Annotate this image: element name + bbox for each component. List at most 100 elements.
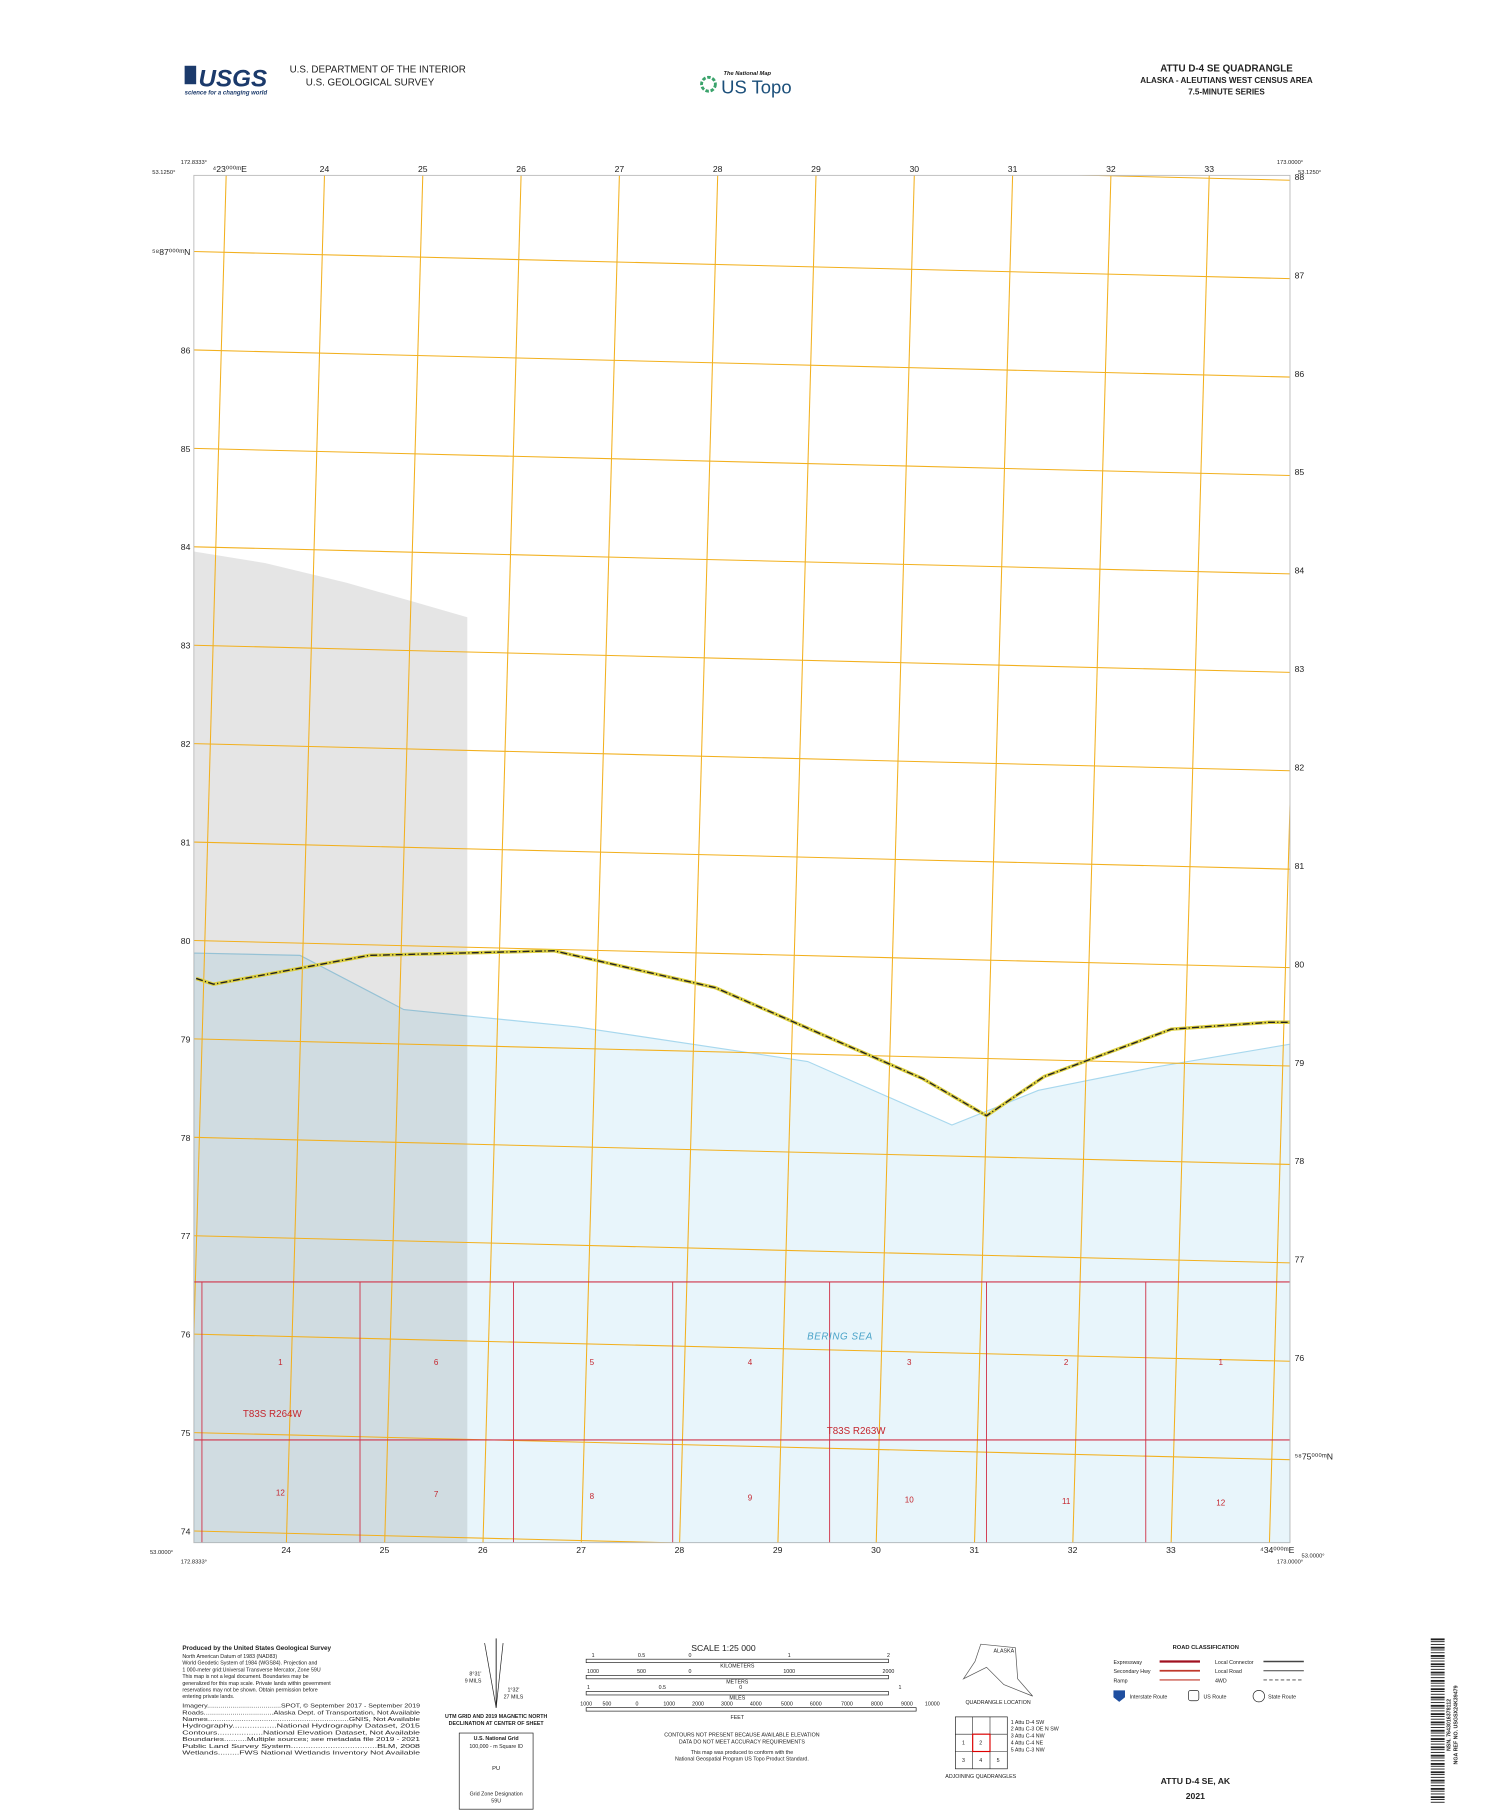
note-line: World Geodetic System of 1984 (WGS84). P… <box>182 1661 317 1667</box>
section-number: 12 <box>1216 1499 1225 1508</box>
barcode-bar <box>1430 1704 1445 1707</box>
barcode-bar <box>1430 1702 1445 1704</box>
barcode-bar <box>1430 1724 1445 1726</box>
easting-line <box>974 175 1014 1543</box>
note-line: generalized for this map scale. Private … <box>182 1681 331 1687</box>
scale-tick: 0.5 <box>659 1685 666 1691</box>
barcode-bar <box>1430 1746 1445 1749</box>
scale-tick: 0 <box>689 1653 692 1659</box>
section-number: 6 <box>434 1358 439 1367</box>
source-line: Hydrography..................National Hy… <box>182 1724 420 1730</box>
northing-label: 77 <box>1295 1255 1305 1265</box>
northing-label: 76 <box>181 1330 191 1340</box>
barcode-bar <box>1430 1663 1445 1666</box>
water-name: BERING SEA <box>807 1332 873 1343</box>
km-scale-bar <box>585 1658 889 1664</box>
plss-lines <box>193 1281 1290 1543</box>
section-number: 3 <box>907 1358 912 1367</box>
easting-label: ⁴23⁰⁰⁰ᵐE <box>212 164 247 174</box>
scale-tick: 0 <box>635 1701 638 1707</box>
usng-box <box>458 1732 534 1810</box>
northing-label: 85 <box>181 444 191 454</box>
usgs-logo: USGS <box>198 66 267 93</box>
scale-tick: 4000 <box>750 1701 762 1707</box>
census-area: ALASKA - ALEUTIANS WEST CENSUS AREA <box>1140 76 1313 85</box>
northing-line <box>193 1235 1290 1264</box>
adjoining-cell: 3 <box>962 1758 965 1764</box>
department: U.S. DEPARTMENT OF THE INTERIOR <box>290 65 466 76</box>
scale-tick: 1 <box>899 1685 902 1691</box>
utm-grid <box>193 175 1290 1543</box>
barcode-bar <box>1430 1782 1445 1784</box>
location-caption: QUADRANGLE LOCATION <box>965 1700 1030 1706</box>
barcode-bar <box>1430 1713 1445 1716</box>
township-label: T83S R264W <box>243 1409 303 1420</box>
barcode-bar <box>1430 1771 1445 1774</box>
scale-tick: 500 <box>603 1701 612 1707</box>
northing-label: 82 <box>1295 763 1305 773</box>
adjoining-cell: 2 <box>979 1741 982 1747</box>
barcode-bar <box>1430 1710 1445 1712</box>
easting-line <box>285 175 325 1543</box>
scale-tick: 1000 <box>783 1669 795 1675</box>
easting-label: 27 <box>615 164 625 174</box>
scale-tick: 9000 <box>901 1701 913 1707</box>
source-line: Boundaries..........Multiple sources; se… <box>182 1737 420 1743</box>
barcode-bar <box>1430 1787 1445 1790</box>
standard-note: National Geospatial Program US Topo Prod… <box>675 1757 809 1763</box>
barcode-bar <box>1430 1785 1445 1787</box>
northing-line <box>193 1432 1290 1461</box>
barcode-bar <box>1430 1790 1445 1792</box>
scale-tick: 7000 <box>841 1701 853 1707</box>
source-line: Contours...................National Elev… <box>182 1730 420 1736</box>
easting-line <box>384 175 424 1543</box>
barcode <box>1430 1638 1445 1803</box>
barcode-bar <box>1430 1799 1445 1800</box>
easting-line <box>1170 175 1210 1543</box>
northing-line <box>193 841 1290 870</box>
barcode-bar <box>1430 1715 1445 1717</box>
census-boundary <box>195 950 1290 1117</box>
road-type: Secondary Hwy <box>1113 1669 1150 1675</box>
magnetic-north-arrow <box>495 1643 504 1708</box>
map-labels: 172.8333° 53.1250° 173.0000° 53.1250° 53.000… <box>150 160 1333 1566</box>
scale-unit: METERS <box>726 1679 749 1685</box>
sheet-name: ATTU D-4 SE, AK <box>1161 1776 1231 1786</box>
footer-text: Produced by the United States Geological… <box>182 1643 1459 1804</box>
feet-scale-bar <box>585 1707 917 1712</box>
barcode-bar <box>1430 1679 1445 1682</box>
easting-label: 30 <box>871 1545 881 1555</box>
barcode-bar <box>1430 1743 1445 1745</box>
barcode-bar <box>1430 1765 1445 1767</box>
adjoining-cell: 1 <box>962 1741 965 1747</box>
usng-title: U.S. National Grid <box>474 1736 519 1742</box>
barcode-bar <box>1430 1693 1445 1695</box>
section-number: 9 <box>748 1494 753 1503</box>
northing-line <box>193 1333 1290 1362</box>
northing-label: 86 <box>1295 369 1305 379</box>
neatline <box>193 174 1291 1544</box>
national-map: The National Map <box>723 71 771 77</box>
footer-graphics <box>458 1638 1445 1810</box>
northing-label: 80 <box>181 936 191 946</box>
quad-name: ATTU D-4 SE QUADRANGLE <box>1160 64 1293 75</box>
easting-label: 27 <box>576 1545 586 1555</box>
barcode-bar <box>1430 1691 1445 1692</box>
barcode-text: NSN. 7643016378112 <box>1446 1699 1452 1751</box>
easting-label: 29 <box>811 164 821 174</box>
northing-label: 84 <box>1295 566 1305 576</box>
easting-label: 24 <box>281 1545 291 1555</box>
barcode-bar <box>1430 1649 1445 1651</box>
barcode-bar <box>1430 1655 1445 1657</box>
declination-mils: 27 MILS <box>504 1694 524 1700</box>
header: USGS science for a changing world U.S. D… <box>185 64 1313 98</box>
scale-tick: 8000 <box>871 1701 883 1707</box>
scale-tick: 1000 <box>663 1701 675 1707</box>
scale-tick: 2000 <box>692 1701 704 1707</box>
easting-label: 31 <box>1008 164 1018 174</box>
barcode-bar <box>1430 1646 1445 1649</box>
us-topo-logo-mark <box>700 75 717 93</box>
easting-line <box>875 175 915 1543</box>
northing-label: 77 <box>181 1231 191 1241</box>
easting-line <box>777 175 817 1543</box>
